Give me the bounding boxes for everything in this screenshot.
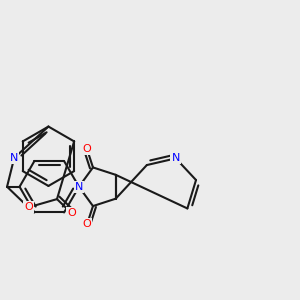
Text: N: N (10, 153, 18, 163)
Text: N: N (75, 182, 83, 192)
Text: O: O (82, 144, 91, 154)
Text: O: O (67, 208, 76, 218)
Text: O: O (24, 202, 33, 212)
Text: N: N (172, 153, 180, 163)
Text: O: O (82, 220, 91, 230)
